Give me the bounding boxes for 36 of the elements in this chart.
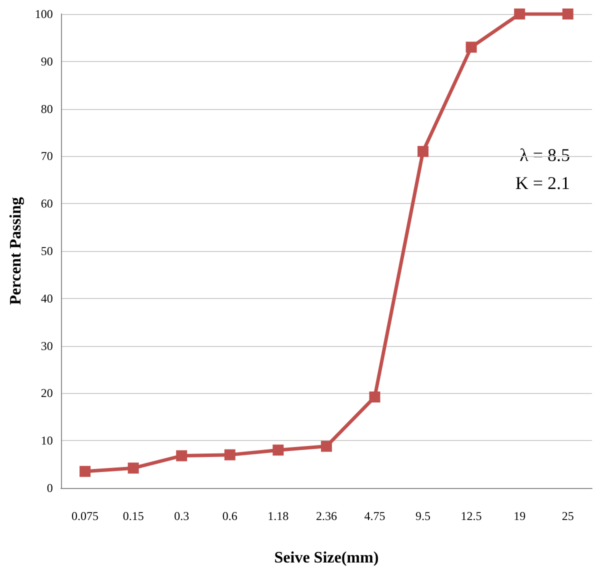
x-tick-label: 2.36 [316, 509, 337, 523]
y-tick-label: 70 [40, 149, 53, 164]
point [320, 440, 332, 452]
y-axis-title: Percent Passing [8, 197, 24, 305]
y-tick-label: 80 [40, 102, 53, 116]
point [176, 450, 188, 462]
x-tick-label: 0.3 [174, 509, 190, 523]
y-tick-label: 60 [40, 196, 53, 211]
y-tick-label: 30 [40, 338, 53, 353]
y-tick-label: 0 [46, 481, 53, 495]
x-tick-label: 0.6 [222, 509, 238, 523]
point [369, 391, 380, 402]
y-tick-label: 50 [40, 244, 53, 258]
point [224, 449, 236, 460]
point [466, 42, 477, 53]
point [128, 462, 139, 474]
point [562, 8, 574, 20]
y-tick-label: 90 [40, 54, 53, 68]
y-tick-label: 40 [40, 291, 53, 306]
x-tick-label: 25 [562, 509, 574, 523]
annotation: K = 2.1 [515, 173, 570, 193]
x-axis-title: Seive Size(mm) [274, 550, 379, 566]
y-tick-label: 100 [34, 7, 53, 21]
x-tick-label: 9.5 [416, 509, 431, 523]
x-tick-label: 4.75 [364, 509, 386, 523]
point [418, 146, 429, 157]
x-tick-label: 12.5 [460, 509, 482, 523]
x-tick-label: 19 [514, 509, 526, 523]
point [514, 8, 526, 20]
x-tick-label: 0.075 [72, 509, 99, 523]
y-tick-label: 20 [40, 386, 53, 400]
point [80, 466, 91, 477]
point [272, 444, 284, 456]
x-tick-label: 0.15 [122, 509, 144, 523]
x-tick-label: 1.18 [268, 509, 289, 523]
y-tick-label: 10 [40, 434, 53, 448]
